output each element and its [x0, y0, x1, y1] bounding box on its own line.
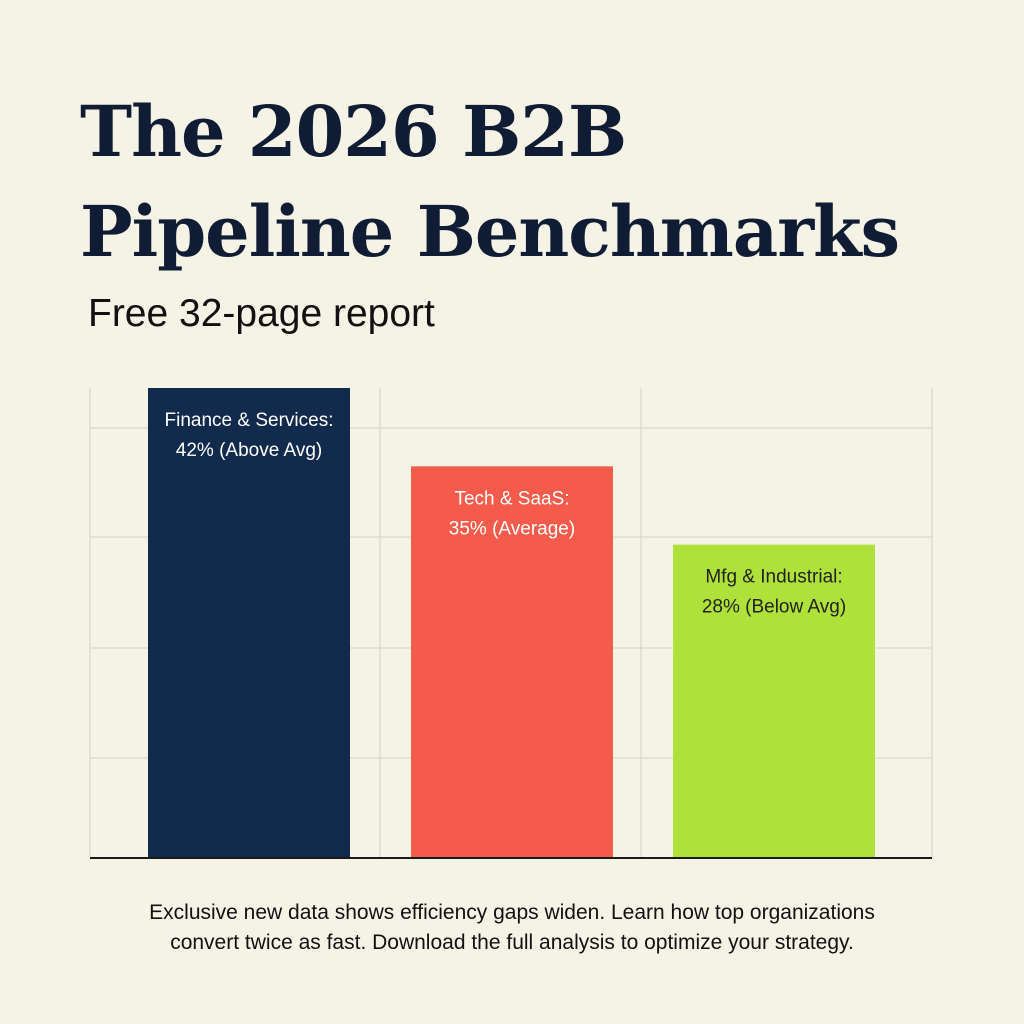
bar-data-label-line: 28% (Below Avg) — [702, 597, 846, 618]
bar-data-label: Tech & SaaS: 35% (Average) — [449, 488, 575, 539]
bar-data-label-line: 42% (Above Avg) — [176, 440, 322, 461]
bar-data-label-line: Finance & Services: — [165, 410, 334, 431]
title-line-2: Pipeline Benchmarks — [80, 190, 900, 273]
bar — [411, 466, 613, 858]
bar — [673, 544, 875, 858]
bar-data-label-line: Tech & SaaS: — [454, 488, 569, 509]
bar-data-label: Mfg & Industrial: 28% (Below Avg) — [702, 567, 846, 618]
bar-data-label-line: Mfg & Industrial: — [705, 567, 842, 588]
footer-line-2: convert twice as fast. Download the full… — [170, 931, 854, 954]
chart-labels: Finance & Services: 42% (Above Avg) Tech &… — [165, 410, 847, 618]
subtitle: Free 32-page report — [88, 292, 435, 335]
footer-line-1: Exclusive new data shows efficiency gaps… — [149, 901, 875, 924]
bar — [148, 388, 350, 858]
bar-data-label: Finance & Services: 42% (Above Avg) — [165, 410, 334, 461]
bar-data-label-line: 35% (Average) — [449, 518, 575, 539]
title-line-1: The 2026 B2B — [80, 90, 627, 173]
chart-bars — [148, 388, 875, 858]
footer-text: Exclusive new data shows efficiency gaps… — [40, 898, 984, 958]
page-title: The 2026 B2B Pipeline Benchmarks — [80, 82, 900, 282]
